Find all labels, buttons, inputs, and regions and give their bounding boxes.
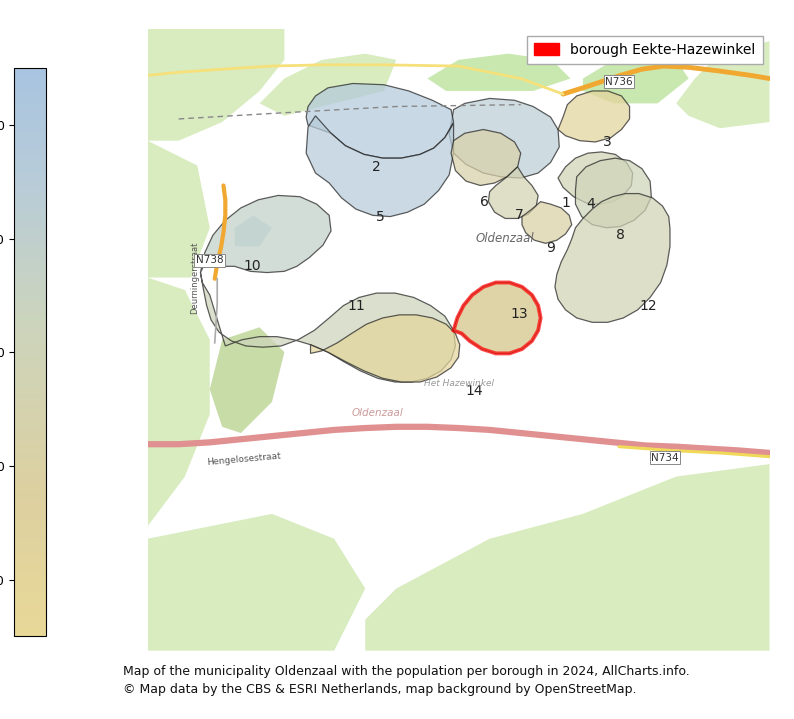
- Polygon shape: [451, 129, 521, 186]
- Text: Oldenzaal: Oldenzaal: [352, 408, 403, 418]
- Polygon shape: [555, 193, 670, 322]
- Text: N734: N734: [651, 453, 679, 463]
- Text: Het Hazewinkel: Het Hazewinkel: [423, 379, 494, 388]
- Text: 11: 11: [347, 298, 364, 313]
- Polygon shape: [558, 91, 630, 142]
- Polygon shape: [488, 167, 538, 219]
- Text: 6: 6: [480, 195, 489, 209]
- Text: 14: 14: [465, 384, 483, 398]
- Polygon shape: [453, 283, 541, 354]
- Polygon shape: [200, 196, 331, 273]
- Polygon shape: [235, 216, 272, 247]
- Text: 5: 5: [376, 209, 385, 224]
- Text: N738: N738: [196, 255, 224, 265]
- Polygon shape: [558, 152, 633, 204]
- Polygon shape: [583, 54, 688, 104]
- Polygon shape: [449, 99, 559, 178]
- Text: 3: 3: [603, 135, 612, 149]
- Polygon shape: [365, 464, 769, 651]
- Text: N736: N736: [605, 77, 633, 86]
- Polygon shape: [306, 83, 453, 158]
- Polygon shape: [148, 141, 210, 278]
- Text: 12: 12: [639, 298, 657, 313]
- Text: Map of the municipality Oldenzaal with the population per borough in 2024, AllCh: Map of the municipality Oldenzaal with t…: [123, 665, 690, 678]
- Text: © Map data by the CBS & ESRI Netherlands, map background by OpenStreetMap.: © Map data by the CBS & ESRI Netherlands…: [123, 683, 637, 696]
- Polygon shape: [453, 283, 541, 354]
- Polygon shape: [310, 315, 460, 382]
- Polygon shape: [576, 158, 651, 228]
- Polygon shape: [210, 327, 284, 433]
- Text: 8: 8: [616, 228, 625, 242]
- Text: Oldenzaal: Oldenzaal: [476, 232, 534, 245]
- Polygon shape: [200, 273, 456, 382]
- Polygon shape: [427, 54, 570, 91]
- Text: 7: 7: [515, 209, 524, 222]
- Polygon shape: [676, 41, 769, 128]
- Polygon shape: [148, 278, 210, 651]
- Polygon shape: [306, 116, 453, 216]
- Text: 2: 2: [372, 160, 381, 174]
- Text: 9: 9: [546, 241, 555, 255]
- Text: 4: 4: [586, 197, 595, 211]
- Text: 10: 10: [243, 260, 261, 273]
- Text: Hengelosestraat: Hengelosestraat: [206, 452, 281, 467]
- Legend: borough Eekte-Hazewinkel: borough Eekte-Hazewinkel: [527, 36, 762, 63]
- Text: 13: 13: [511, 306, 528, 321]
- Polygon shape: [522, 201, 572, 243]
- Polygon shape: [260, 54, 396, 116]
- Text: 1: 1: [561, 196, 570, 210]
- Polygon shape: [148, 29, 284, 141]
- Text: Deurningerstraat: Deurningerstraat: [190, 242, 198, 313]
- Polygon shape: [148, 514, 365, 651]
